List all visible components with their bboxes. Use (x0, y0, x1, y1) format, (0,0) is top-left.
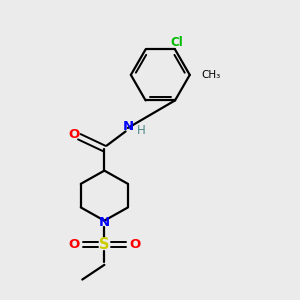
Text: O: O (68, 128, 80, 141)
Text: CH₃: CH₃ (201, 70, 220, 80)
Text: H: H (137, 124, 146, 137)
Text: N: N (122, 120, 134, 133)
Text: Cl: Cl (170, 36, 183, 50)
Text: N: N (99, 216, 110, 229)
Text: S: S (99, 237, 110, 252)
Text: O: O (129, 238, 140, 251)
Text: O: O (68, 238, 80, 251)
